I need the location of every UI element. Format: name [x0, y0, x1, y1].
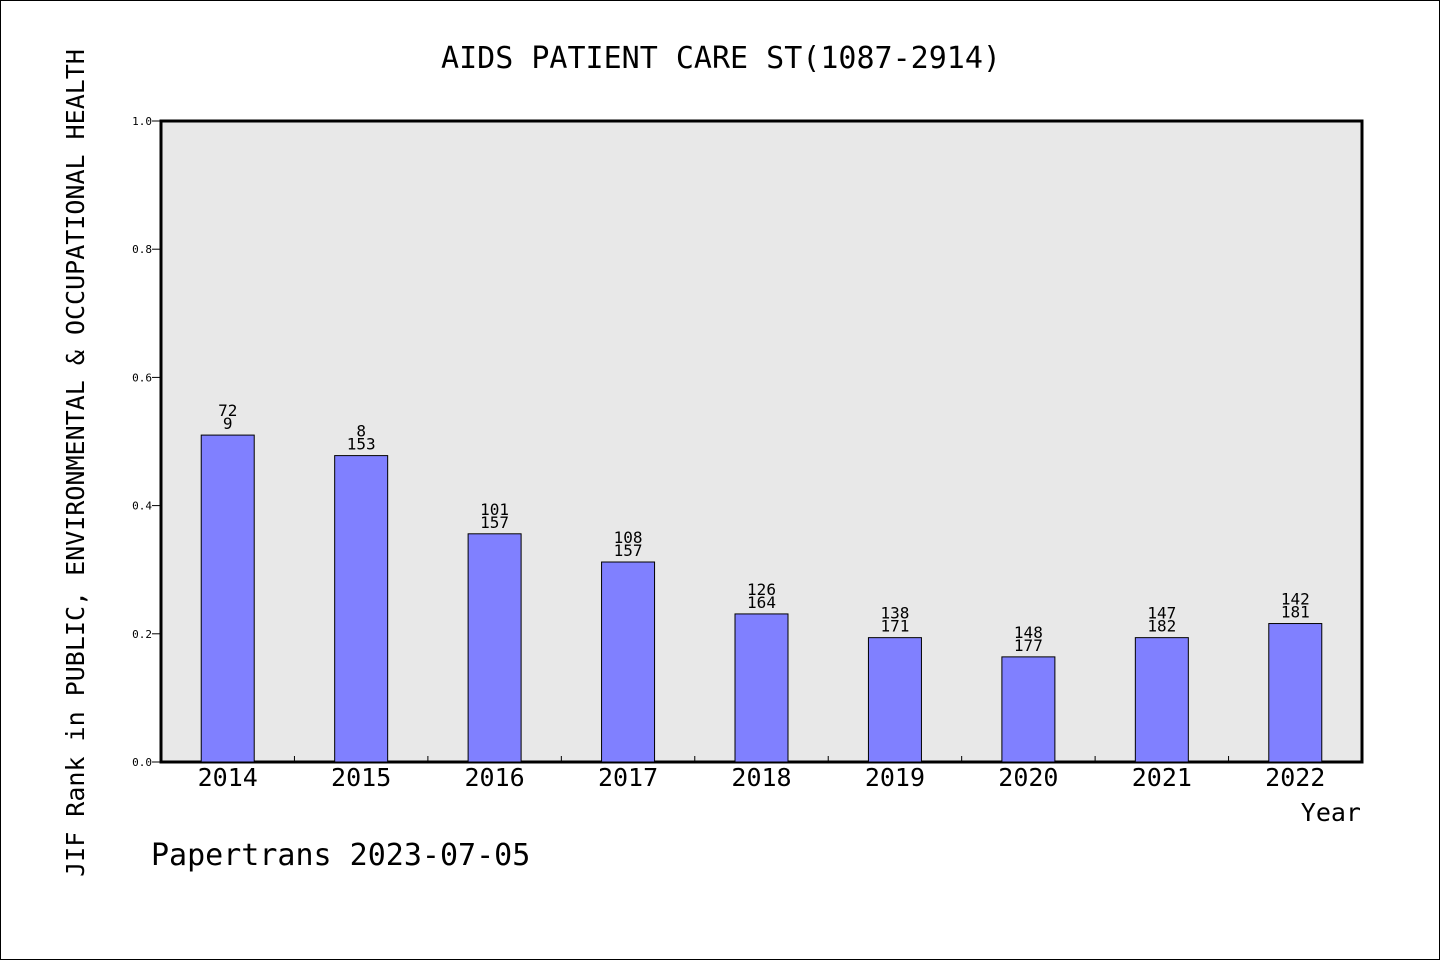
bar-label-total: 177: [1014, 636, 1043, 655]
bar-label-total: 181: [1281, 603, 1310, 622]
bar-label-rank: 138: [880, 604, 909, 623]
footer-credit: Papertrans 2023-07-05: [151, 838, 530, 873]
bar-label-total: 157: [480, 513, 509, 532]
bar-2016: [467, 533, 522, 763]
bar-label-rank: 147: [1147, 604, 1176, 623]
y-tick-label: 0.0: [132, 756, 152, 769]
bar-label-rank: 142: [1281, 590, 1310, 609]
y-tick-label: 0.8: [132, 243, 152, 256]
bar-label-total: 153: [347, 435, 376, 454]
x-axis-label: Year: [1301, 798, 1361, 827]
y-axis: 0.0 0.2 0.4 0.6 0.8 1.0: [132, 115, 161, 769]
y-tick-label: 0.6: [132, 371, 152, 384]
x-tick-label: 2018: [731, 763, 791, 792]
bar-2017: [601, 561, 656, 763]
x-tick-label: 2020: [998, 763, 1058, 792]
x-tick-label: 2022: [1265, 763, 1325, 792]
y-tick-label: 0.2: [132, 628, 152, 641]
x-tick-label: 2017: [598, 763, 658, 792]
bar-label-total: 182: [1147, 617, 1176, 636]
bar-2015: [334, 455, 389, 763]
x-axis: 2014 2015 2016 2017 2018 2019 2020 2021 2022: [198, 756, 1325, 792]
bar-label-total: 164: [747, 593, 776, 612]
bar-label-rank: 126: [747, 580, 776, 599]
bar-2019: [867, 637, 922, 763]
bar-label-rank: 72: [218, 401, 237, 420]
bar-2022: [1268, 623, 1323, 763]
x-tick-label: 2021: [1132, 763, 1192, 792]
bar-2018: [734, 613, 789, 763]
bar-2021: [1134, 637, 1189, 763]
y-tick-label: 0.4: [132, 500, 152, 513]
bar-2020: [1001, 656, 1056, 763]
bar-label-rank: 108: [614, 528, 643, 547]
y-axis-label: JIF Rank in PUBLIC, ENVIRONMENTAL & OCCU…: [61, 49, 90, 877]
bar-label-rank: 101: [480, 500, 509, 519]
x-tick-label: 2016: [465, 763, 525, 792]
x-tick-label: 2015: [331, 763, 391, 792]
bar-label-total: 157: [614, 541, 643, 560]
bar-2014: [200, 434, 255, 763]
chart-title: AIDS PATIENT CARE ST(1087-2914): [441, 41, 1001, 76]
x-tick-label: 2014: [198, 763, 258, 792]
bar-label-total: 171: [880, 617, 909, 636]
y-tick-label: 1.0: [132, 115, 152, 128]
bar-label-rank: 148: [1014, 623, 1043, 642]
bar-label-total: 9: [223, 414, 233, 433]
x-tick-label: 2019: [865, 763, 925, 792]
bar-label-rank: 8: [356, 422, 366, 441]
